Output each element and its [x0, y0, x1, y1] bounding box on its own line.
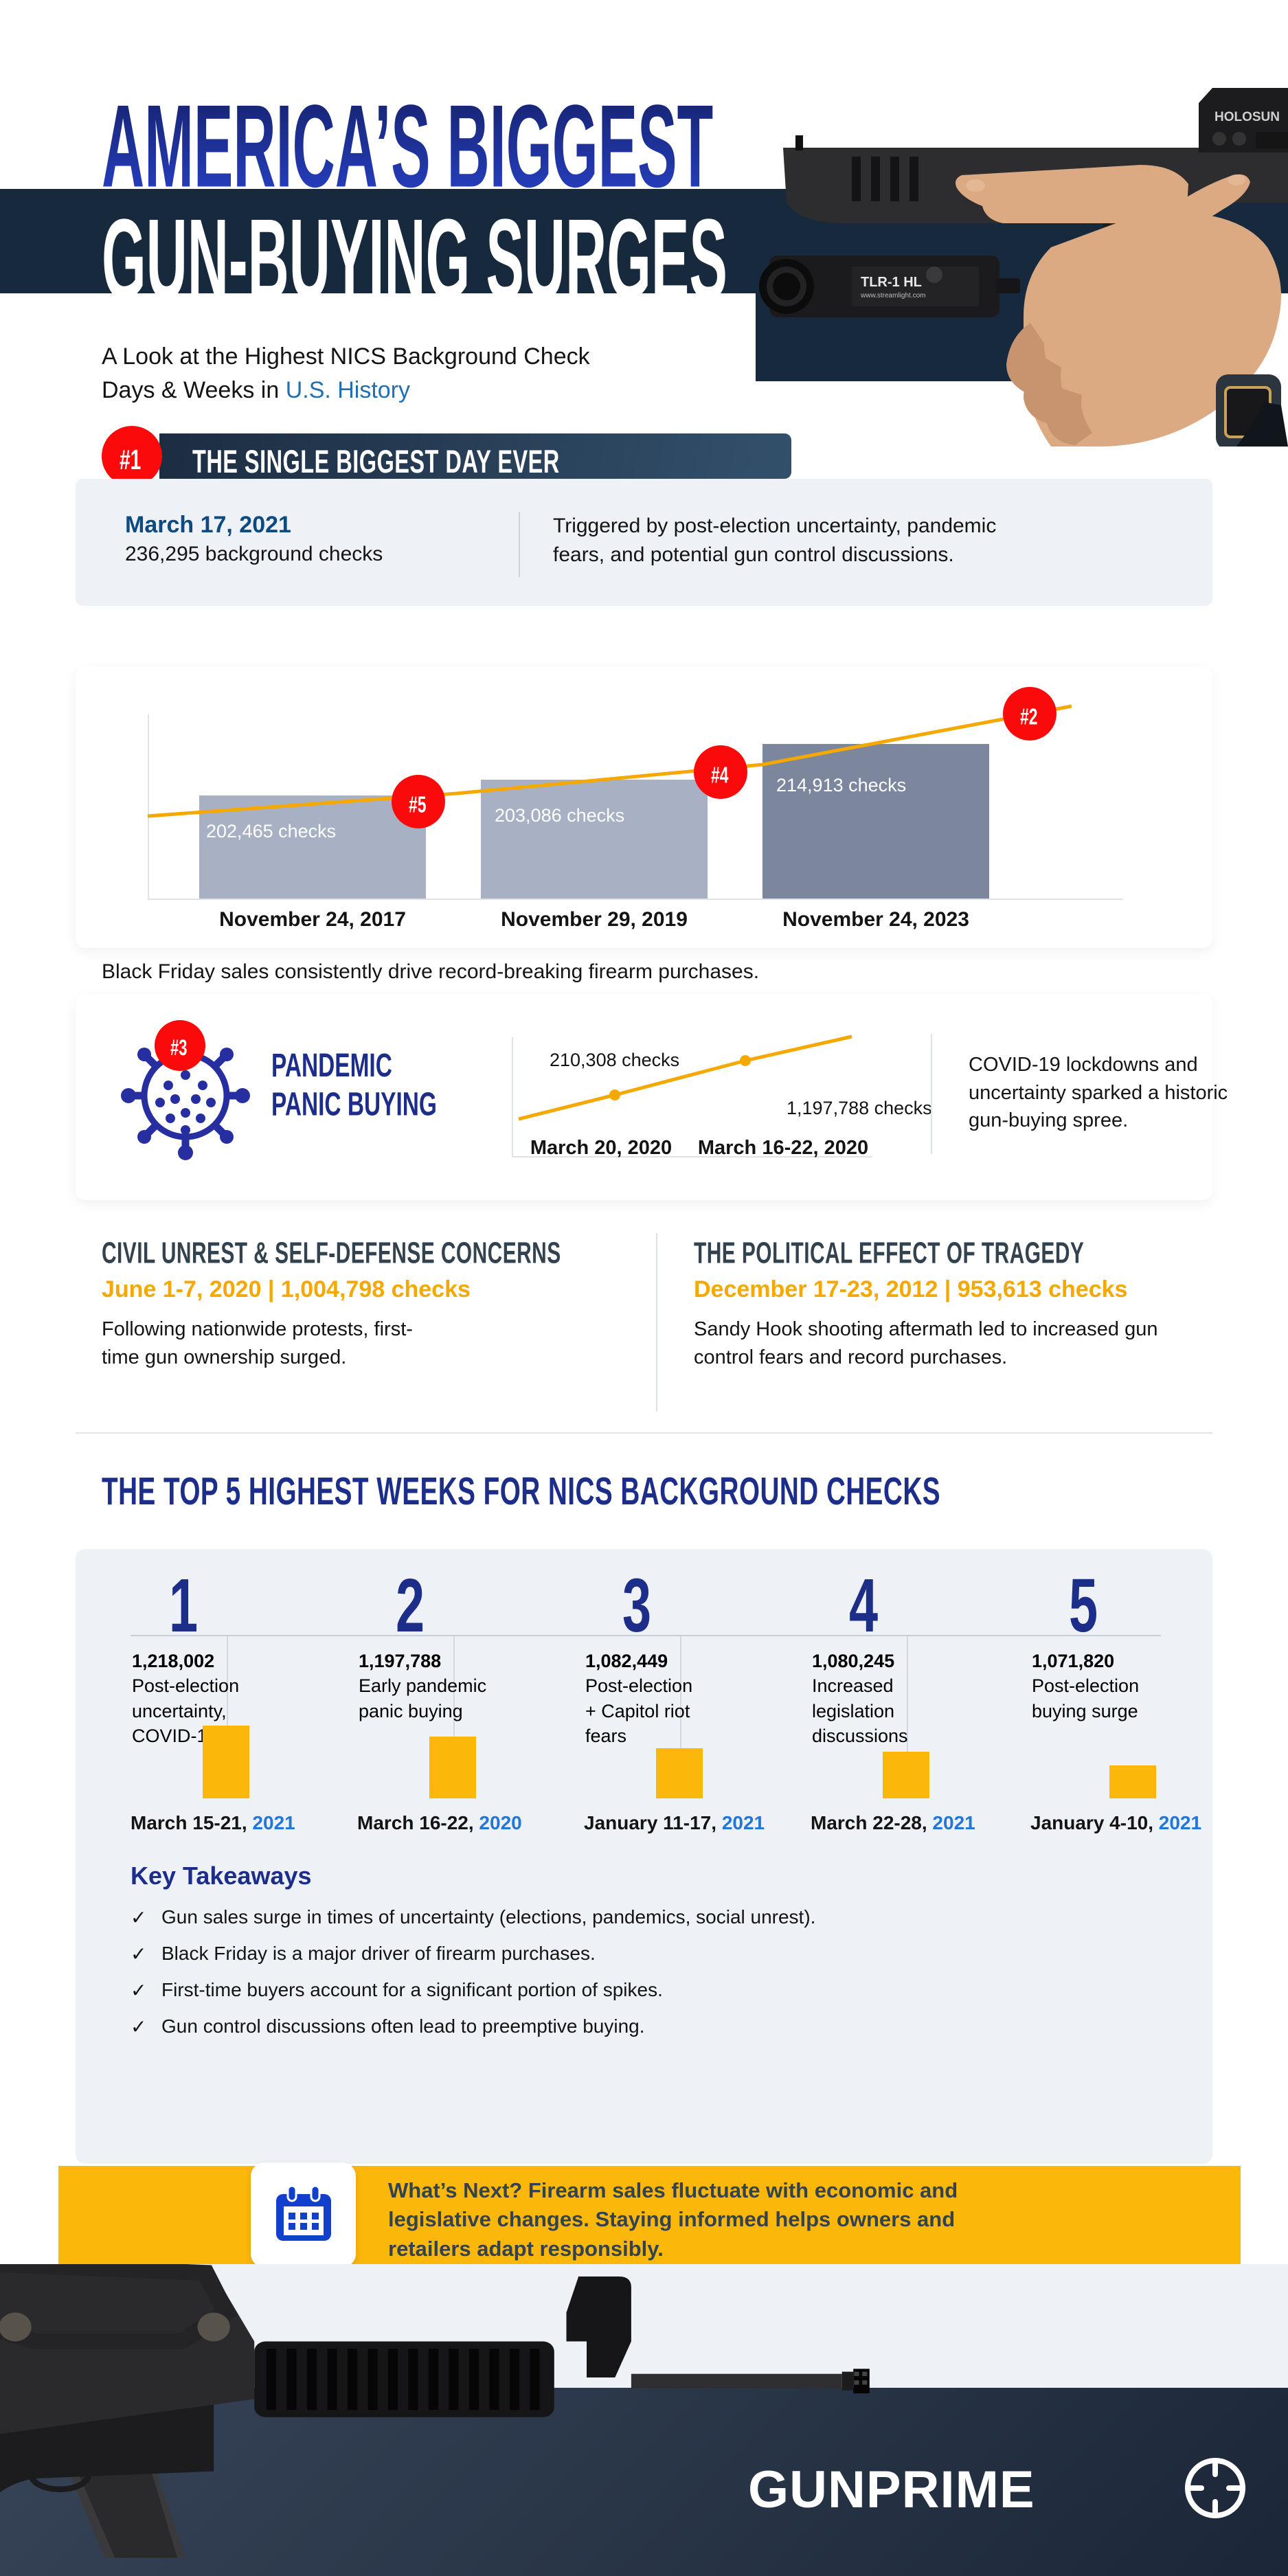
svg-text:TLR-1 HL: TLR-1 HL [861, 275, 922, 290]
svg-text:www.streamlight.com: www.streamlight.com [860, 292, 925, 300]
svg-text:HOLOSUN: HOLOSUN [1214, 110, 1280, 124]
svg-text:GUNPRIME: GUNPRIME [748, 2461, 1035, 2519]
